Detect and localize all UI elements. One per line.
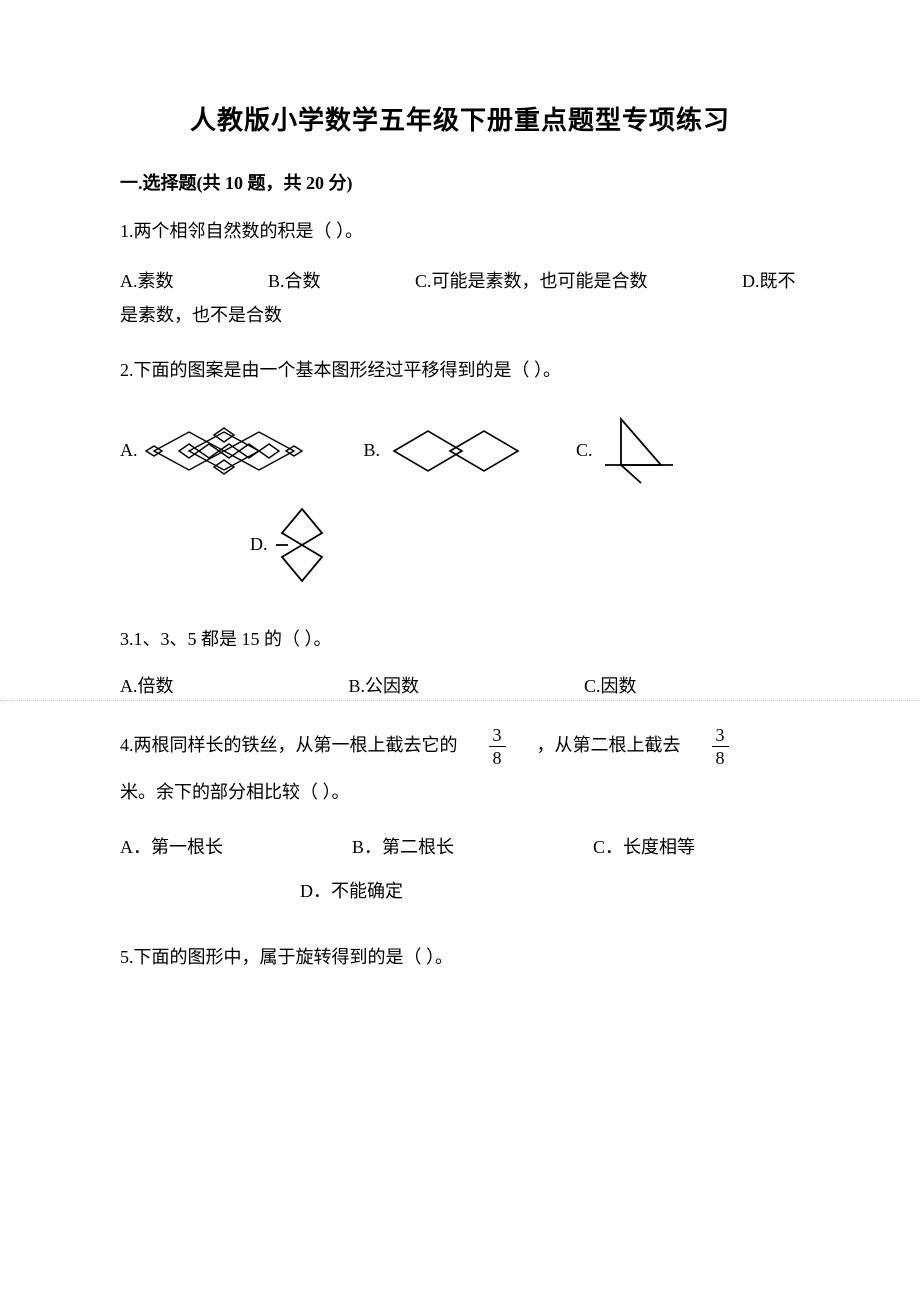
q5-stem: 5.下面的图形中，属于旋转得到的是（ ）。 (120, 943, 800, 972)
q2-options-row2: D. (250, 505, 800, 585)
q4-options-row2: D．不能确定 (300, 877, 800, 903)
q4-stem-tail: 米。余下的部分相比较（ ）。 (120, 773, 800, 813)
section-heading: 一.选择题(共 10 题，共 20 分) (120, 169, 800, 195)
q1-opt-b[interactable]: B.合数 (268, 271, 321, 291)
page-title: 人教版小学数学五年级下册重点题型专项练习 (120, 100, 800, 137)
q1-options: A.素数 B.合数 C.可能是素数，也可能是合数 D.既不是素数，也不是合数 (120, 264, 800, 332)
q1-opt-a[interactable]: A.素数 (120, 271, 174, 291)
q2-figure-c (599, 415, 679, 487)
q4-options-row1: A．第一根长 B．第二根长 C．长度相等 (120, 833, 800, 859)
q3-opt-a[interactable]: A.倍数 (120, 672, 174, 698)
q4-stem: 4.两根同样长的铁丝，从第一根上截去它的 3 8 ，从第二根上截去 3 8 (120, 726, 800, 767)
q4-opt-c[interactable]: C．长度相等 (593, 837, 695, 857)
q1-stem: 1.两个相邻自然数的积是（ ）。 (120, 217, 800, 246)
q2-opt-c-label[interactable]: C. (576, 440, 593, 461)
q2-options-row1: A. B. (120, 415, 800, 487)
q2-opt-b-label[interactable]: B. (364, 440, 381, 461)
q2-opt-a-label[interactable]: A. (120, 440, 138, 461)
fraction-2: 3 8 (712, 726, 729, 767)
q3-opt-b[interactable]: B.公因数 (349, 672, 420, 698)
q2-figure-d (274, 505, 330, 585)
q3-opt-c[interactable]: C.因数 (584, 672, 637, 698)
q4-stem-mid: ，从第二根上截去 (537, 735, 681, 755)
q4-stem-pre: 4.两根同样长的铁丝，从第一根上截去它的 (120, 735, 458, 755)
q4-opt-a[interactable]: A．第一根长 (120, 837, 223, 857)
q4-opt-b[interactable]: B．第二根长 (352, 837, 454, 857)
q3-options: A.倍数 B.公因数 C.因数 (120, 672, 800, 698)
fraction-2-den: 8 (712, 747, 729, 767)
fraction-1-den: 8 (489, 747, 506, 767)
q1-opt-c[interactable]: C.可能是素数，也可能是合数 (415, 271, 648, 291)
fraction-1: 3 8 (489, 726, 506, 767)
fraction-1-num: 3 (489, 726, 506, 747)
q2-stem: 2.下面的图案是由一个基本图形经过平移得到的是（ ）。 (120, 356, 800, 385)
fraction-2-num: 3 (712, 726, 729, 747)
q2-figure-b (386, 423, 526, 479)
q2-opt-d-label[interactable]: D. (250, 534, 268, 555)
q3-stem: 3.1、3、5 都是 15 的（ ）。 (120, 625, 800, 654)
dotted-rule (0, 700, 920, 701)
q2-figure-a (144, 420, 304, 482)
q4-opt-d[interactable]: D．不能确定 (300, 881, 403, 901)
